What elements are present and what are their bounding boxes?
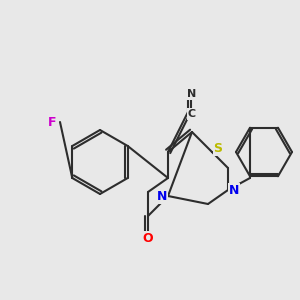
Text: N: N [229,184,239,196]
Text: F: F [48,116,56,128]
Text: N: N [188,89,196,99]
Text: S: S [214,142,223,154]
Text: C: C [188,109,196,119]
Text: O: O [143,232,153,244]
Text: N: N [157,190,167,202]
